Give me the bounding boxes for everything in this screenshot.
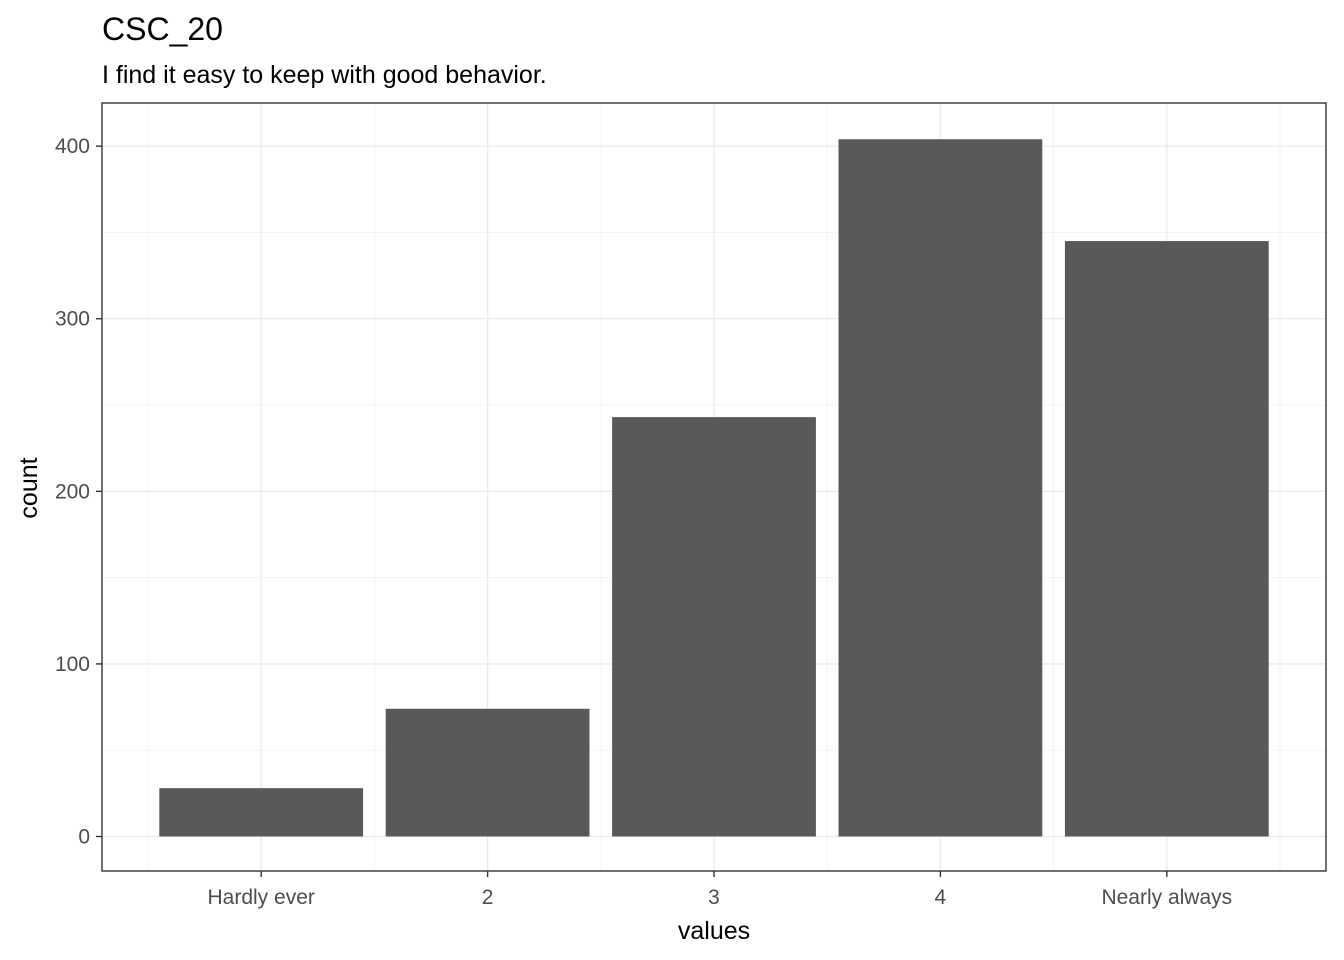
bar-2 [385, 708, 590, 837]
x-axis-title: values [678, 917, 750, 945]
y-tick-label: 0 [78, 825, 90, 848]
bar-hardly-ever [159, 788, 364, 837]
y-tick-label: 400 [55, 135, 90, 158]
y-tick-label: 100 [55, 653, 90, 676]
bar-4 [838, 139, 1043, 837]
y-tick-label: 300 [55, 308, 90, 331]
x-tick-label: Nearly always [1101, 886, 1232, 909]
x-tick-label: Hardly ever [208, 886, 315, 909]
x-tick-label: 2 [482, 886, 494, 909]
bars [159, 139, 1269, 837]
y-tick-label: 200 [55, 480, 90, 503]
chart-subtitle: I find it easy to keep with good behavio… [102, 61, 547, 89]
y-axis-title: count [15, 457, 43, 518]
x-axis: Hardly ever 2 3 4 Nearly always [208, 871, 1232, 909]
y-axis: 0 100 200 300 400 [55, 135, 102, 848]
x-tick-label: 4 [935, 886, 947, 909]
bar-nearly-always [1064, 241, 1269, 837]
chart-title: CSC_20 [102, 11, 223, 47]
bar-3 [612, 417, 816, 837]
x-tick-label: 3 [708, 886, 720, 909]
